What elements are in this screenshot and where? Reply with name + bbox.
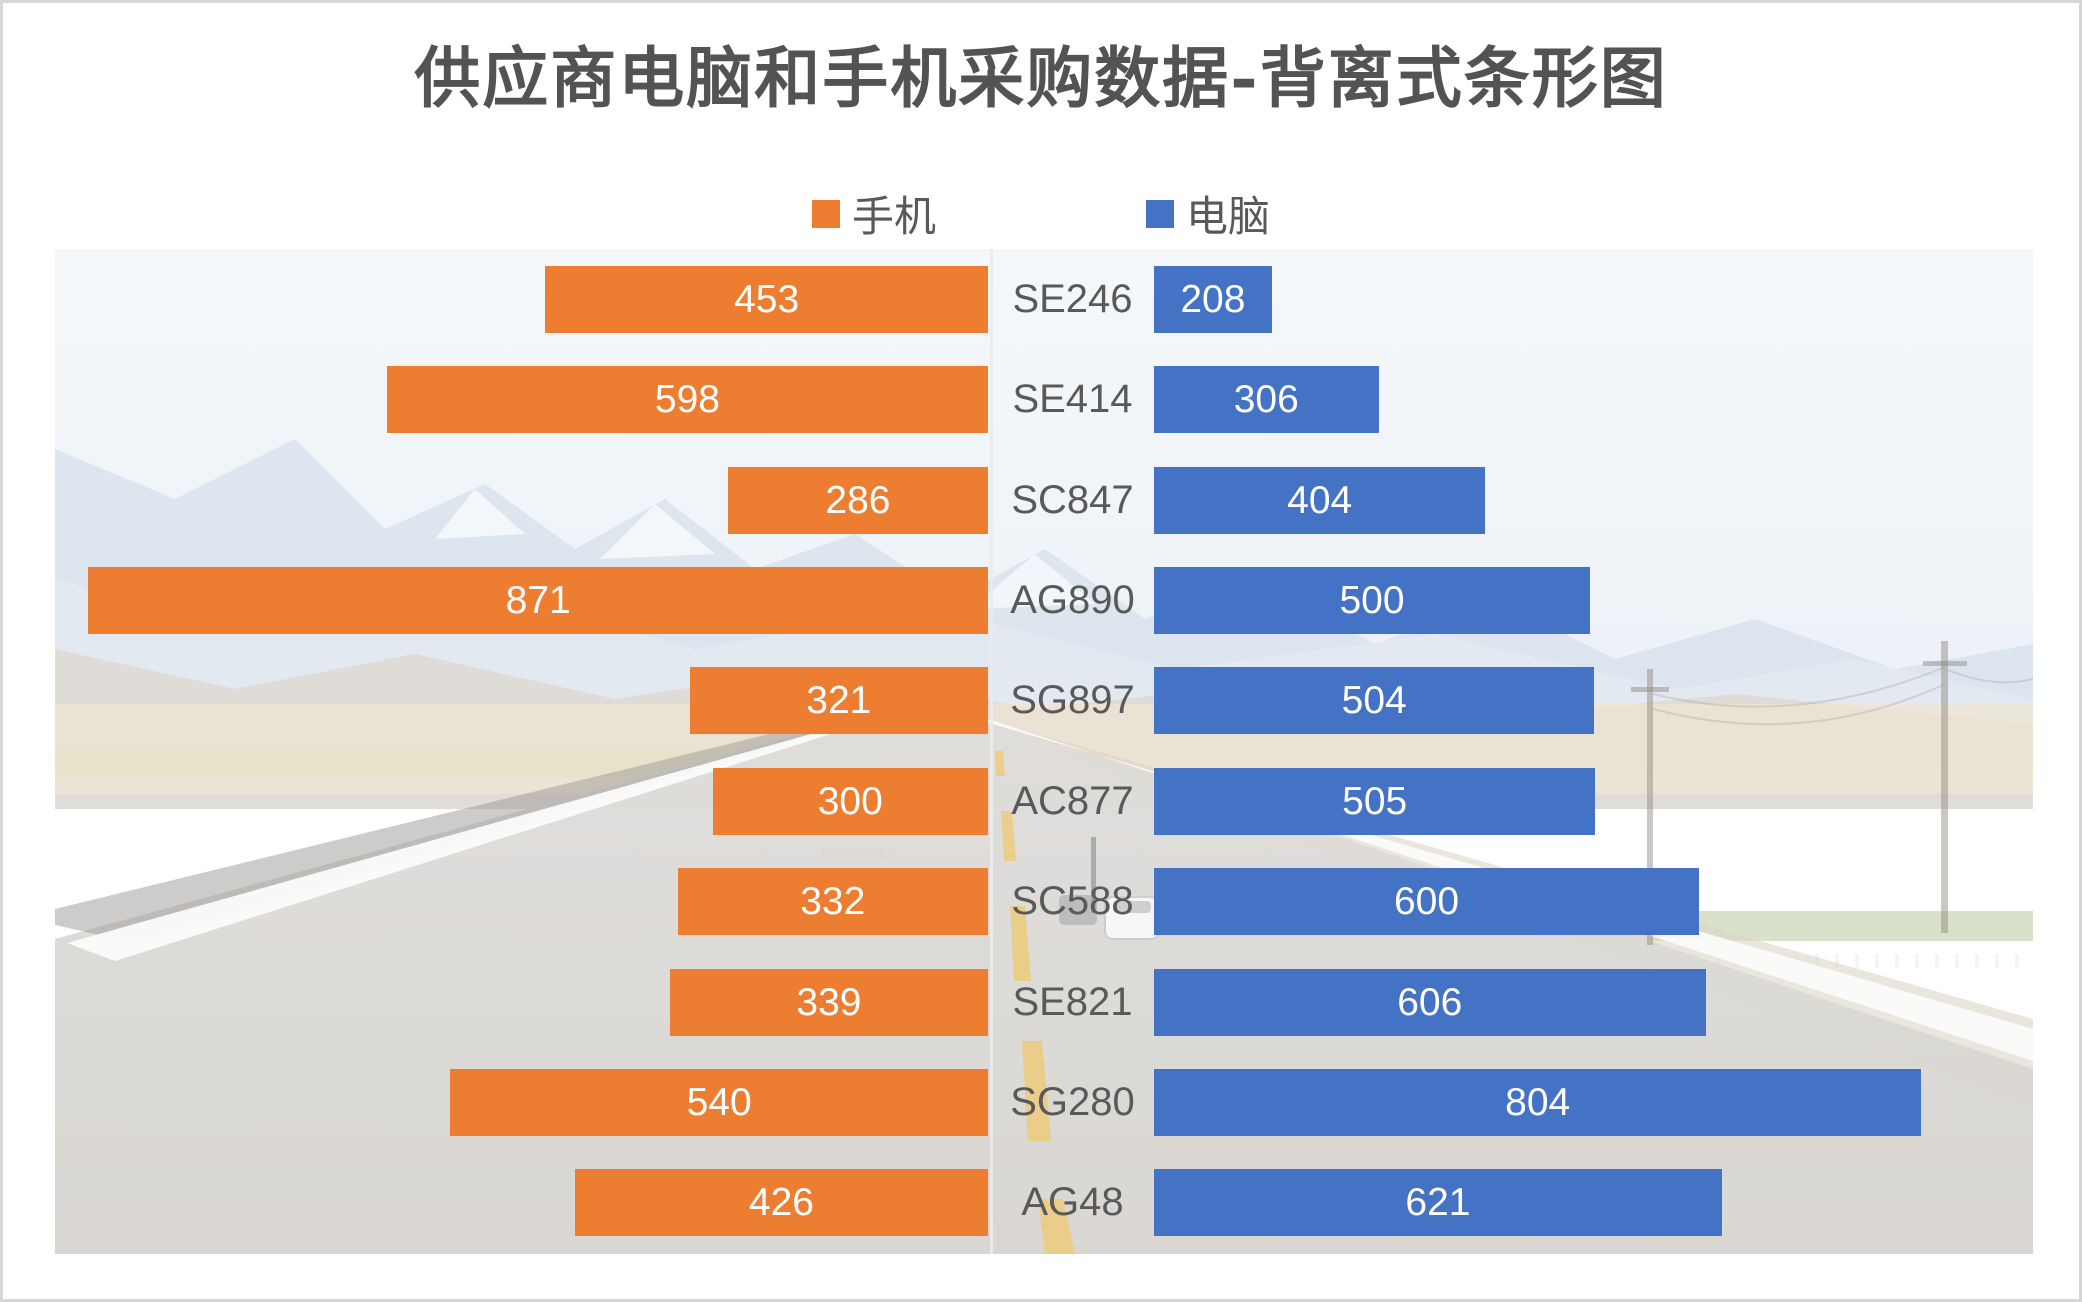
computer-bar-value: 600	[1393, 880, 1460, 924]
computer-bar-value: 606	[1397, 980, 1463, 1024]
phone-bar: 453	[545, 265, 988, 333]
category-label: AC877	[1011, 778, 1134, 823]
computer-bar-value: 500	[1339, 578, 1405, 622]
category-label: AG890	[1010, 577, 1135, 622]
computer-swatch-icon	[1146, 199, 1174, 228]
phone-bar: 321	[689, 667, 988, 735]
phone-bar-value: 339	[796, 980, 862, 1024]
computer-bar: 208	[1154, 265, 1272, 333]
category-label: SG280	[1010, 1079, 1135, 1124]
computer-bar-value: 306	[1233, 378, 1299, 422]
computer-bar-value: 621	[1405, 1181, 1471, 1225]
chart-title: 供应商电脑和手机采购数据-背离式条形图	[414, 39, 1668, 117]
plot-area: 453 SE246 208 598 SE414 306 286 SC847 404 871 AG89…	[55, 249, 2033, 1254]
phone-bar: 540	[450, 1068, 988, 1136]
center-axis-line	[990, 249, 993, 1254]
phone-bar: 598	[386, 366, 988, 434]
category-label: SC588	[1011, 879, 1134, 924]
phone-bar: 871	[88, 566, 988, 634]
category-label: SC847	[1011, 477, 1134, 522]
phone-swatch-icon	[811, 199, 840, 228]
computer-bar: 404	[1154, 466, 1486, 534]
phone-bar: 426	[574, 1169, 988, 1237]
computer-bar-value: 504	[1341, 679, 1407, 723]
legend-item-phone: 手机	[811, 183, 936, 244]
computer-bar: 500	[1154, 566, 1590, 634]
category-label: SE414	[1012, 377, 1133, 422]
computer-bar: 504	[1154, 667, 1595, 735]
computer-bar-value: 804	[1505, 1080, 1571, 1124]
legend-label-phone: 手机	[851, 193, 936, 240]
category-label: AG48	[1021, 1180, 1124, 1225]
category-label: SG897	[1010, 678, 1135, 723]
legend: 手机 电脑	[3, 183, 2079, 244]
phone-bar-value: 453	[734, 277, 800, 321]
computer-bar: 505	[1154, 767, 1596, 835]
phone-bar-value: 286	[825, 478, 891, 522]
phone-bar-value: 300	[817, 779, 883, 823]
phone-bar-value: 871	[505, 578, 571, 622]
category-label: SE246	[1012, 276, 1133, 321]
computer-bar-value: 404	[1287, 478, 1353, 522]
phone-bar: 332	[677, 868, 988, 936]
phone-bar: 339	[669, 968, 988, 1036]
phone-bar-value: 540	[686, 1080, 752, 1124]
phone-bar: 300	[712, 767, 988, 835]
computer-bar-value: 505	[1342, 779, 1408, 823]
computer-bar: 621	[1154, 1169, 1722, 1237]
computer-bar: 306	[1154, 366, 1379, 434]
computer-bar: 804	[1154, 1068, 1922, 1136]
legend-item-computer: 电脑	[1146, 183, 1270, 244]
computer-bar: 606	[1154, 968, 1706, 1036]
phone-bar: 286	[727, 466, 988, 534]
category-label: SE821	[1012, 979, 1133, 1024]
phone-bar-value: 332	[800, 880, 866, 924]
computer-bar: 600	[1154, 868, 1699, 936]
phone-bar-value: 426	[748, 1181, 814, 1225]
phone-bar-value: 598	[654, 378, 720, 422]
phone-bar-value: 321	[806, 679, 872, 723]
computer-bar-value: 208	[1180, 277, 1246, 321]
legend-label-computer: 电脑	[1186, 193, 1271, 240]
